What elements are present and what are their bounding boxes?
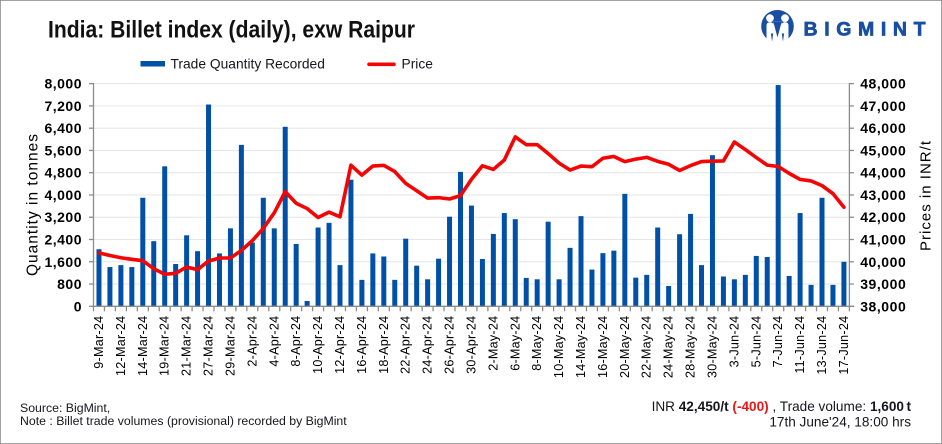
svg-text:Source: BigMint,: Source: BigMint, [20, 401, 110, 415]
svg-text:3-Jun-24: 3-Jun-24 [727, 316, 741, 368]
svg-text:16-Apr-24: 16-Apr-24 [355, 316, 369, 374]
svg-text:30-Apr-24: 30-Apr-24 [464, 316, 478, 374]
svg-text:14-May-24: 14-May-24 [574, 316, 588, 378]
svg-text:24-Apr-24: 24-Apr-24 [421, 316, 435, 374]
svg-text:22-May-24: 22-May-24 [640, 316, 654, 378]
svg-text:46,000: 46,000 [860, 120, 906, 136]
svg-text:3,200: 3,200 [44, 209, 82, 225]
svg-text:19-Mar-24: 19-Mar-24 [158, 316, 172, 376]
svg-text:45,000: 45,000 [860, 142, 906, 158]
svg-text:6,400: 6,400 [44, 120, 82, 136]
svg-text:2,400: 2,400 [44, 232, 82, 248]
svg-text:1,600: 1,600 [44, 254, 82, 270]
svg-text:43,000: 43,000 [860, 187, 906, 203]
svg-text:10-Apr-24: 10-Apr-24 [311, 316, 325, 374]
svg-text:39,000: 39,000 [860, 276, 906, 292]
svg-text:29-Mar-24: 29-Mar-24 [223, 316, 237, 376]
svg-text:42,000: 42,000 [860, 209, 906, 225]
svg-text:4-Apr-24: 4-Apr-24 [267, 316, 281, 367]
svg-text:27-Mar-24: 27-Mar-24 [202, 316, 216, 376]
svg-text:21-Mar-24: 21-Mar-24 [180, 316, 194, 376]
svg-text:4,800: 4,800 [44, 165, 82, 181]
svg-text:44,000: 44,000 [860, 165, 906, 181]
svg-text:12-Apr-24: 12-Apr-24 [333, 316, 347, 374]
svg-text:7,200: 7,200 [44, 98, 82, 114]
svg-text:41,000: 41,000 [860, 232, 906, 248]
svg-text:38,000: 38,000 [860, 298, 906, 314]
svg-text:7-Jun-24: 7-Jun-24 [771, 316, 785, 368]
svg-text:26-Apr-24: 26-Apr-24 [443, 316, 457, 374]
svg-text:13-Jun-24: 13-Jun-24 [815, 316, 829, 375]
svg-text:5,600: 5,600 [44, 142, 82, 158]
svg-text:47,000: 47,000 [860, 98, 906, 114]
svg-text:20-May-24: 20-May-24 [618, 316, 632, 378]
svg-text:9-Mar-24: 9-Mar-24 [92, 316, 106, 369]
svg-text:Note : Billet trade volumes (p: Note : Billet trade volumes (provisional… [20, 414, 347, 428]
svg-text:Price: Price [402, 57, 434, 72]
svg-text:India: Billet index (daily), e: India: Billet index (daily), exw Raipur [48, 17, 415, 44]
svg-text:30-May-24: 30-May-24 [705, 316, 719, 378]
svg-text:22-Apr-24: 22-Apr-24 [399, 316, 413, 374]
svg-text:Quantity in tonnes: Quantity in tonnes [25, 134, 42, 276]
svg-text:28-May-24: 28-May-24 [684, 316, 698, 378]
svg-text:INR 42,450/t (-400) , Trade vo: INR 42,450/t (-400) , Trade volume: 1,60… [652, 399, 912, 414]
svg-text:8,000: 8,000 [44, 76, 82, 92]
svg-text:24-May-24: 24-May-24 [662, 316, 676, 378]
svg-text:17th June'24, 18:00 hrs: 17th June'24, 18:00 hrs [769, 415, 911, 430]
svg-text:8-May-24: 8-May-24 [530, 316, 544, 371]
svg-text:17-Jun-24: 17-Jun-24 [837, 316, 851, 375]
svg-text:40,000: 40,000 [860, 254, 906, 270]
svg-text:4,000: 4,000 [44, 187, 82, 203]
svg-text:8-Apr-24: 8-Apr-24 [289, 316, 303, 367]
svg-text:Prices in INR/t: Prices in INR/t [918, 140, 935, 251]
svg-text:10-May-24: 10-May-24 [552, 316, 566, 378]
svg-text:800: 800 [57, 276, 82, 292]
svg-text:2-Apr-24: 2-Apr-24 [245, 316, 259, 367]
svg-text:18-Apr-24: 18-Apr-24 [377, 316, 391, 374]
svg-text:2-May-24: 2-May-24 [486, 316, 500, 371]
svg-text:48,000: 48,000 [860, 76, 906, 92]
svg-text:0: 0 [74, 298, 82, 314]
svg-text:11-Jun-24: 11-Jun-24 [793, 316, 807, 374]
svg-text:5-Jun-24: 5-Jun-24 [749, 316, 763, 368]
svg-text:6-May-24: 6-May-24 [508, 316, 522, 371]
svg-text:Trade Quantity Recorded: Trade Quantity Recorded [171, 57, 325, 72]
svg-text:14-Mar-24: 14-Mar-24 [136, 316, 150, 376]
svg-text:16-May-24: 16-May-24 [596, 316, 610, 378]
svg-text:12-Mar-24: 12-Mar-24 [114, 316, 128, 376]
